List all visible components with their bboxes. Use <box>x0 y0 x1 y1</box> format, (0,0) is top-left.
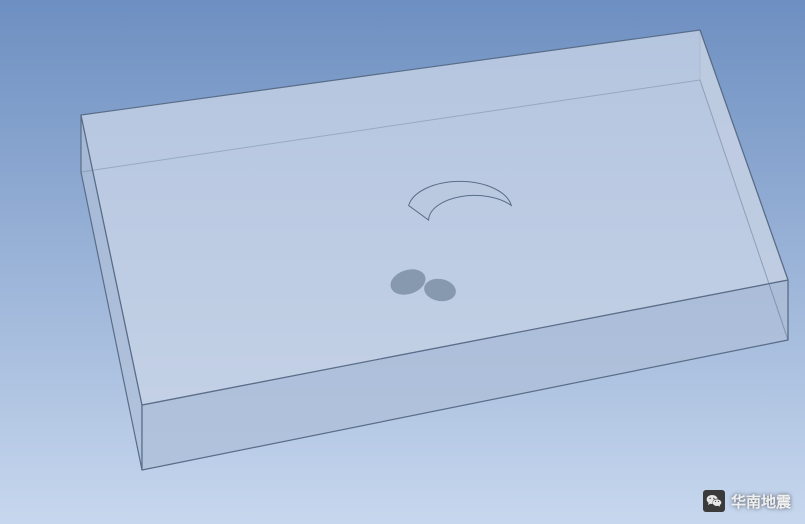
wechat-icon <box>703 490 725 512</box>
cad-viewport: 华南地震 <box>0 0 805 524</box>
watermark-text: 华南地震 <box>731 491 791 512</box>
isometric-box <box>0 0 805 524</box>
watermark: 华南地震 <box>703 490 791 512</box>
